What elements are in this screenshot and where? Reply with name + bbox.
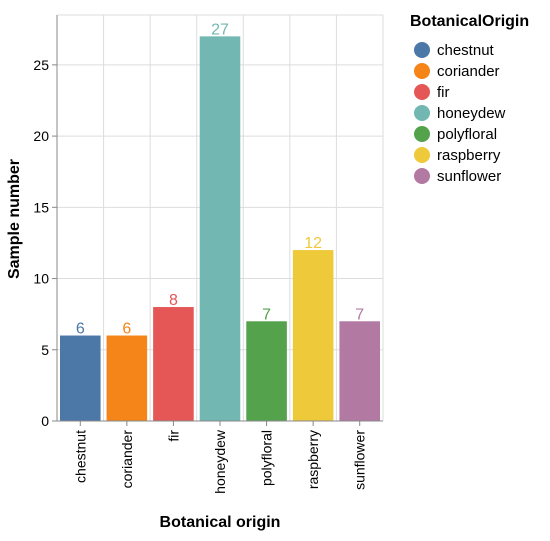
y-tick-label: 25 xyxy=(33,57,49,73)
y-tick-label: 0 xyxy=(41,413,49,429)
legend-label-polyfloral: polyfloral xyxy=(437,126,497,143)
y-tick-label: 10 xyxy=(33,271,49,287)
data-label-raspberry: 12 xyxy=(304,235,322,252)
data-label-coriander: 6 xyxy=(122,321,131,338)
bar-honeydew xyxy=(199,36,241,422)
x-tick-label-polyfloral: polyfloral xyxy=(259,430,275,486)
data-label-honeydew: 27 xyxy=(211,21,229,38)
data-label-polyfloral: 7 xyxy=(262,306,271,323)
y-tick-label: 15 xyxy=(33,199,49,215)
data-label-chestnut: 6 xyxy=(76,321,85,338)
bar-chestnut xyxy=(60,335,101,421)
x-tick-label-coriander: coriander xyxy=(119,430,135,489)
bar-coriander xyxy=(106,335,148,421)
x-tick-label-honeydew: honeydew xyxy=(212,429,228,494)
legend-label-honeydew: honeydew xyxy=(437,105,506,122)
y-tick-label: 20 xyxy=(33,128,49,144)
x-tick-label-chestnut: chestnut xyxy=(72,430,88,483)
axes: 0 5 10 15 20 25 chestnut coriander fir honeydew po… xyxy=(33,15,383,494)
legend-swatch-chestnut xyxy=(414,42,430,58)
bar-fir xyxy=(153,307,194,421)
bar-polyfloral xyxy=(246,321,287,421)
legend-label-coriander: coriander xyxy=(437,63,500,80)
legend-swatch-coriander xyxy=(414,63,430,79)
x-axis-title: Botanical origin xyxy=(160,514,281,531)
legend-swatch-raspberry xyxy=(414,147,430,163)
legend: BotanicalOrigin chestnut coriander fir hone… xyxy=(410,13,529,185)
legend-label-chestnut: chestnut xyxy=(437,42,495,59)
legend-swatch-polyfloral xyxy=(414,126,430,142)
bars xyxy=(60,36,380,422)
legend-label-raspberry: raspberry xyxy=(437,147,501,164)
x-tick-label-raspberry: raspberry xyxy=(305,430,321,489)
bar-raspberry xyxy=(292,250,334,421)
x-tick-label-sunflower: sunflower xyxy=(352,430,368,490)
legend-swatch-fir xyxy=(414,84,430,100)
legend-swatch-sunflower xyxy=(414,168,430,184)
bar-sunflower xyxy=(339,321,380,421)
legend-label-sunflower: sunflower xyxy=(437,168,501,185)
legend-label-fir: fir xyxy=(437,84,450,101)
legend-title: BotanicalOrigin xyxy=(410,13,529,30)
x-tick-label-fir: fir xyxy=(165,430,181,442)
y-tick-label: 5 xyxy=(41,342,49,358)
legend-swatch-honeydew xyxy=(414,105,430,121)
data-label-fir: 8 xyxy=(169,292,178,309)
data-labels: 6 6 8 27 7 12 7 xyxy=(76,21,364,337)
data-label-sunflower: 7 xyxy=(355,306,364,323)
y-axis-title: Sample number xyxy=(6,159,23,279)
